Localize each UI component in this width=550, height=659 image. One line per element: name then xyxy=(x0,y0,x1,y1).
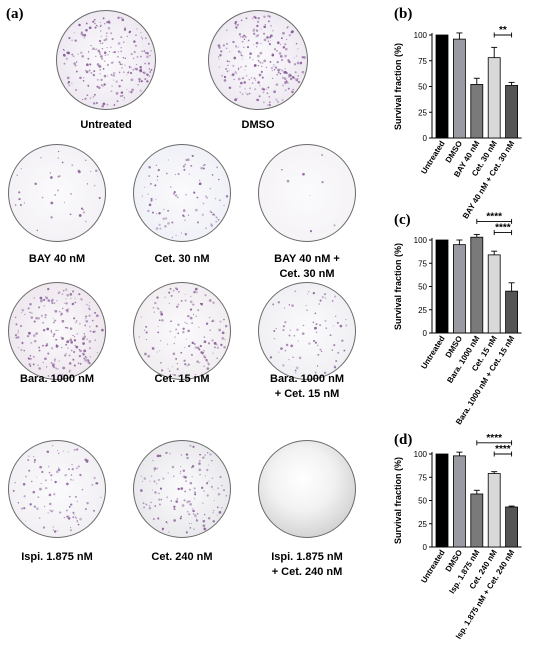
colony-dish xyxy=(258,440,356,538)
y-tick-label: 0 xyxy=(423,134,428,143)
y-tick-label: 25 xyxy=(418,306,427,315)
bar xyxy=(487,57,501,139)
bar-chart-c: Survival fraction (%) 0 25 50 75 100 Untreated… xyxy=(393,211,522,426)
bar xyxy=(487,254,501,334)
significance-label: **** xyxy=(486,211,502,222)
bar xyxy=(435,453,449,548)
bar xyxy=(453,455,466,548)
colony-dish xyxy=(8,282,106,380)
bar xyxy=(505,290,518,334)
y-tick-label: 75 xyxy=(418,57,427,66)
y-tick-label: 50 xyxy=(418,497,427,506)
dish-label: Bara. 1000 nM xyxy=(20,373,94,385)
panel-letter-d: (d) xyxy=(394,432,413,448)
bar xyxy=(470,493,484,548)
dish-label: DMSO xyxy=(241,119,275,131)
bar xyxy=(435,239,449,334)
bar xyxy=(470,84,484,139)
y-tick-label: 75 xyxy=(418,473,427,482)
significance-label: **** xyxy=(495,223,511,234)
y-tick-label: 100 xyxy=(414,236,428,245)
colony-dish xyxy=(56,10,156,110)
bar xyxy=(505,506,518,548)
dish-label: BAY 40 nM xyxy=(28,253,86,265)
dish-label: BAY 40 nM + Cet. 30 nM xyxy=(274,253,340,280)
dish-label: Ispi. 1.875 nM + Cet. 240 nM xyxy=(271,551,343,578)
y-axis-label: Survival fraction (%) xyxy=(393,243,403,330)
colony-dish xyxy=(208,10,308,110)
y-tick-label: 75 xyxy=(418,259,427,268)
panel-letter-b: (b) xyxy=(394,6,413,22)
dish-label: Bara. 1000 nM + Cet. 15 nM xyxy=(270,373,344,400)
y-tick-label: 0 xyxy=(423,543,428,552)
significance-label: ** xyxy=(499,25,507,36)
x-tick-label: Untreated xyxy=(419,139,446,176)
significance-label: **** xyxy=(486,433,502,444)
dish-label: Cet. 240 nM xyxy=(151,551,213,563)
significance-label: **** xyxy=(495,444,511,455)
y-tick-label: 25 xyxy=(418,520,427,529)
bar xyxy=(487,473,501,548)
y-tick-label: 50 xyxy=(418,83,427,92)
panel-letter-a: (a) xyxy=(6,6,24,22)
y-tick-label: 100 xyxy=(414,31,428,40)
y-axis-label: Survival fraction (%) xyxy=(393,457,403,544)
colony-dish xyxy=(133,440,231,538)
dish-label: Cet. 30 nM xyxy=(154,253,210,265)
colony-dish xyxy=(133,282,231,380)
y-tick-label: 25 xyxy=(418,108,427,117)
x-tick-label: Untreated xyxy=(419,548,446,585)
x-tick-label: Untreated xyxy=(419,334,446,371)
y-tick-label: 50 xyxy=(418,283,427,292)
bar xyxy=(470,236,484,334)
y-tick-label: 100 xyxy=(414,450,428,459)
bar xyxy=(505,85,518,139)
colony-dish xyxy=(258,144,356,242)
colony-dish xyxy=(8,144,106,242)
dish-label: Untreated xyxy=(80,119,132,131)
dish-label: Ispi. 1.875 nM xyxy=(21,551,93,563)
dish-label: Cet. 15 nM xyxy=(154,373,210,385)
colony-dish xyxy=(8,440,106,538)
bar xyxy=(453,244,466,334)
bar xyxy=(435,34,449,139)
bar xyxy=(453,38,466,139)
y-tick-label: 0 xyxy=(423,329,428,338)
panel-letter-c: (c) xyxy=(394,212,411,228)
y-axis-label: Survival fraction (%) xyxy=(393,43,403,130)
bar-chart-d: Survival fraction (%) 0 25 50 75 100 Untreated… xyxy=(393,433,522,641)
colony-dish xyxy=(133,144,231,242)
bar-chart-b: Survival fraction (%) 0 25 50 75 100 Untreated… xyxy=(393,25,522,220)
colony-dish xyxy=(258,282,356,380)
